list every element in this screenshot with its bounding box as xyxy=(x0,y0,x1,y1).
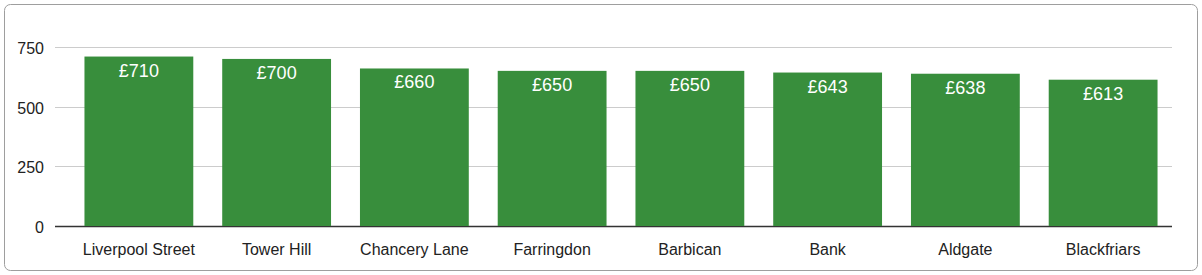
data-label: £710 xyxy=(119,61,159,81)
data-label: £660 xyxy=(394,72,434,92)
bar xyxy=(360,68,469,226)
x-tick-label: Chancery Lane xyxy=(360,241,469,258)
x-tick-label: Aldgate xyxy=(938,241,992,258)
data-label: £700 xyxy=(257,63,297,83)
x-tick-label: Bank xyxy=(809,241,846,258)
data-label: £650 xyxy=(532,75,572,95)
bar xyxy=(1049,80,1158,226)
y-tick-label: 250 xyxy=(17,159,44,176)
x-tick-label: Farringdon xyxy=(513,241,590,258)
x-tick-label: Blackfriars xyxy=(1066,241,1141,258)
chart-container: 0 250 500 750 Liverpool Street £710 Tower Hill… xyxy=(0,0,1202,275)
chart-frame xyxy=(5,5,1198,271)
y-tick-label: 500 xyxy=(17,100,44,117)
data-label: £613 xyxy=(1083,84,1123,104)
y-tick-label: 0 xyxy=(35,219,44,236)
bar xyxy=(84,57,193,226)
bar xyxy=(773,73,882,226)
bar xyxy=(911,74,1020,226)
bar xyxy=(498,71,607,226)
data-label: £650 xyxy=(670,75,710,95)
grid-line xyxy=(55,47,1172,48)
data-label: £638 xyxy=(945,78,985,98)
bar xyxy=(222,59,331,226)
x-tick-label: Tower Hill xyxy=(242,241,311,258)
x-tick-label: Liverpool Street xyxy=(83,241,196,258)
data-label: £643 xyxy=(808,77,848,97)
x-tick-label: Barbican xyxy=(658,241,721,258)
chart-svg: 0 250 500 750 Liverpool Street £710 Tower Hill… xyxy=(0,0,1202,275)
y-tick-label: 750 xyxy=(17,40,44,57)
bars xyxy=(84,57,1157,226)
bar xyxy=(635,71,744,226)
